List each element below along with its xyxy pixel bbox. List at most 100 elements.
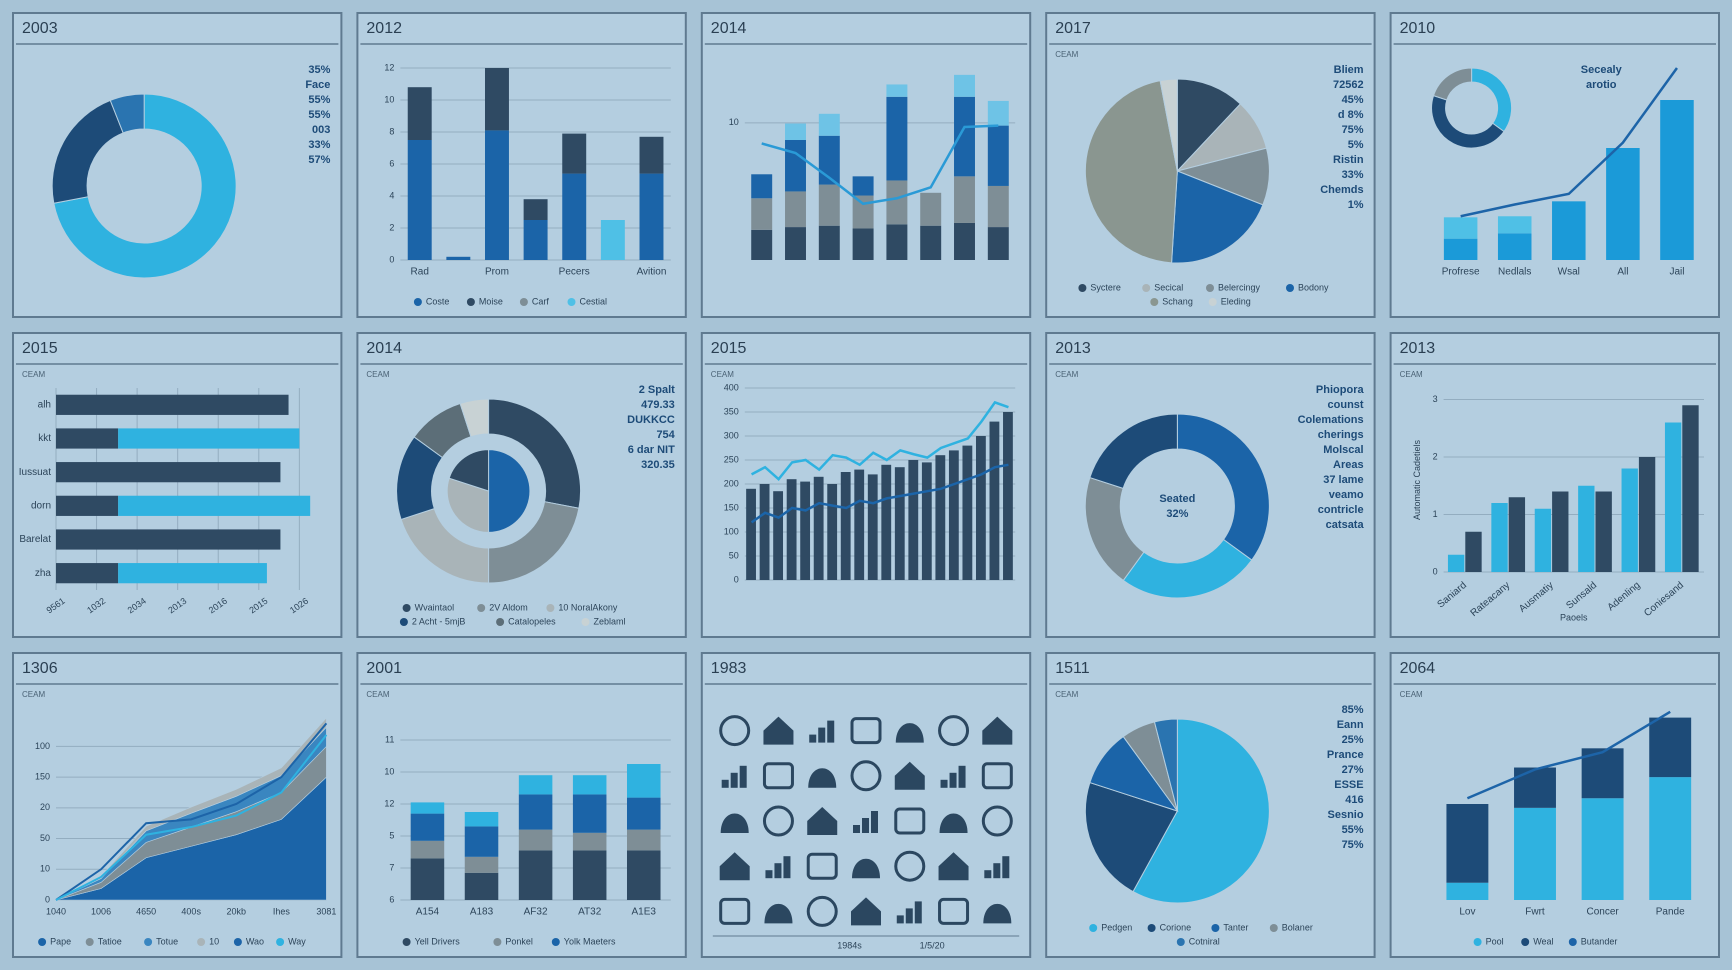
panel-subtitle: CEAM: [366, 690, 389, 699]
icon: [958, 765, 966, 788]
annotation: cherings: [1318, 429, 1364, 441]
bar: [908, 460, 919, 580]
bar: [56, 495, 119, 516]
icon: [914, 901, 922, 924]
icon: [862, 818, 869, 833]
bar: [852, 195, 874, 229]
bar: [446, 256, 471, 260]
bar: [854, 469, 865, 580]
legend-label: Cestial: [580, 296, 608, 306]
bar: [987, 125, 1009, 186]
legend-label: Syctere: [1090, 282, 1121, 292]
slice: [1132, 718, 1270, 904]
slice: [459, 398, 490, 438]
y-tick-label: 100: [724, 526, 739, 536]
panel-title: 2064: [1400, 660, 1436, 677]
legend-swatch: [519, 298, 528, 306]
bar: [523, 220, 548, 260]
legend-label: Secical: [1154, 282, 1183, 292]
panel-title: 2013: [1400, 340, 1436, 357]
legend-swatch: [1208, 298, 1217, 306]
y-tick-label: 20: [40, 802, 50, 812]
bar: [464, 872, 499, 900]
y-tick-label: 6: [389, 158, 394, 168]
annotation: 003: [312, 124, 330, 136]
legend-label: Bolaner: [1282, 922, 1313, 932]
legend-swatch: [1211, 924, 1220, 932]
icon: [809, 734, 817, 743]
slice: [53, 93, 237, 279]
bar: [813, 476, 824, 580]
bar: [920, 192, 942, 226]
center-label: Seated: [1159, 493, 1195, 505]
icon: [853, 825, 860, 833]
annotation: 75%: [1342, 839, 1364, 851]
legend-label: Eleding: [1221, 296, 1251, 306]
bar: [1581, 798, 1624, 900]
icon: [895, 723, 924, 743]
bar: [989, 421, 1000, 580]
legend-label: Tatioe: [98, 936, 122, 946]
bar: [987, 227, 1009, 260]
annotation: 57%: [308, 154, 330, 166]
legend-swatch: [1473, 938, 1482, 946]
annotation: 1984s: [837, 940, 862, 950]
bar: [818, 113, 840, 136]
line: [1460, 67, 1678, 218]
slice: [1084, 781, 1179, 893]
x-tick-label: Ihes: [273, 906, 291, 916]
legend-swatch: [197, 938, 206, 946]
y-tick-label: 150: [35, 771, 50, 781]
legend-swatch: [1150, 298, 1159, 306]
slice: [1084, 80, 1178, 264]
bar: [1649, 777, 1692, 900]
icon: [719, 715, 751, 747]
x-tick-label: 20kb: [227, 906, 247, 916]
annotation: 37 lame: [1323, 474, 1363, 486]
bar: [600, 220, 625, 260]
inner-slice: [488, 449, 531, 533]
icon: [894, 807, 926, 835]
legend-swatch: [233, 938, 242, 946]
legend-label: Moise: [479, 296, 503, 306]
legend-swatch: [496, 618, 505, 626]
annotation: catsata: [1326, 519, 1365, 531]
y-axis-label: Automatic Cadetiels: [1412, 439, 1422, 520]
slice: [109, 93, 145, 134]
bar: [410, 840, 445, 859]
legend-swatch: [1147, 924, 1156, 932]
x-tick-label: Pande: [1656, 907, 1685, 918]
bar: [948, 450, 959, 580]
bar: [484, 68, 509, 131]
bar: [523, 199, 548, 220]
bar: [1491, 503, 1508, 572]
legend-swatch: [551, 938, 560, 946]
annotation: Secealy: [1581, 64, 1623, 76]
icon: [774, 863, 782, 879]
icon: [894, 761, 925, 790]
bar: [56, 428, 119, 449]
legend-label: Yell Drivers: [415, 936, 461, 946]
annotation: 2 Spalt: [639, 384, 675, 396]
icon: [905, 908, 913, 924]
icon: [940, 779, 948, 788]
legend-swatch: [1286, 284, 1294, 292]
y-tick-label: 150: [724, 502, 739, 512]
bar: [786, 479, 797, 580]
bar: [894, 467, 905, 580]
legend-label: Ponkel: [505, 936, 533, 946]
icon: [850, 760, 882, 792]
annotation: 55%: [308, 94, 330, 106]
bar: [626, 829, 661, 851]
panel-title: 2012: [366, 20, 402, 37]
bar: [56, 394, 289, 415]
annotation: 320.35: [641, 459, 675, 471]
icon: [763, 716, 794, 745]
bar: [626, 764, 661, 798]
icon: [808, 768, 837, 788]
annotation: Eann: [1337, 719, 1364, 731]
annotation: 45%: [1342, 94, 1364, 106]
panel: [700, 12, 1032, 318]
